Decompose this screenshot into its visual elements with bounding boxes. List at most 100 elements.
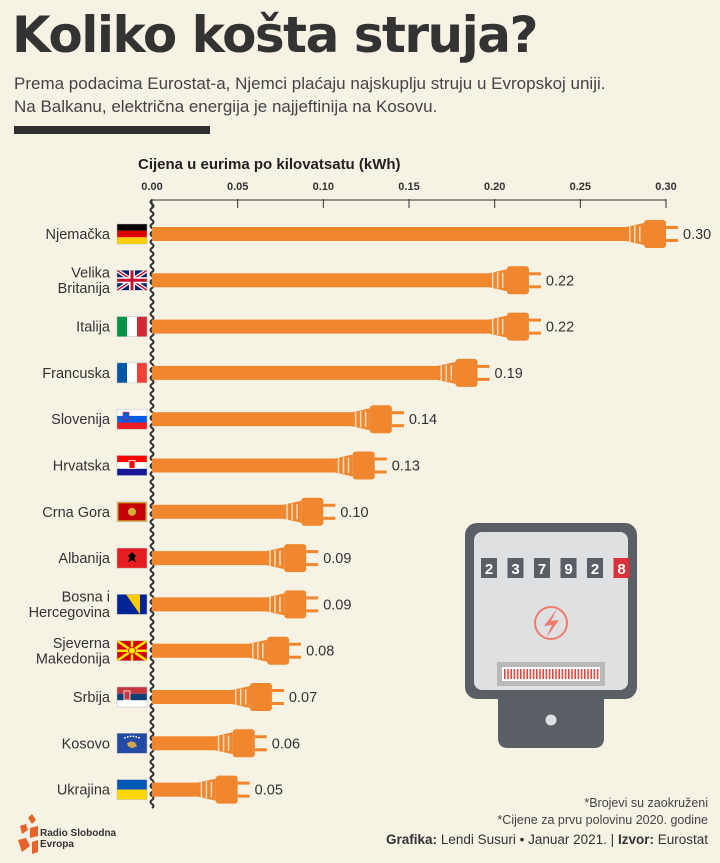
category-label: Crna Gora [42, 505, 111, 521]
meter-digit: 7 [538, 561, 546, 578]
category-label: Velika [71, 266, 111, 282]
x-tick-label: 0.30 [655, 181, 676, 193]
meter-dial-tick [568, 669, 570, 679]
plug-prong [254, 748, 267, 752]
plug-rib [364, 411, 367, 427]
plug-rib [269, 549, 271, 568]
x-tick-label: 0.05 [227, 181, 248, 193]
meter-digit-box [507, 558, 524, 578]
value-label: 0.30 [683, 227, 711, 243]
plug-prong [374, 457, 387, 461]
meter-digit: 8 [617, 561, 625, 578]
meter-digit-box [587, 558, 603, 578]
plug-prong [271, 689, 284, 692]
flag-ukraine [116, 779, 148, 800]
value-label: 0.09 [323, 551, 351, 567]
plug-rib [296, 504, 298, 520]
plug-rib [239, 688, 242, 706]
value-label: 0.13 [392, 459, 420, 475]
value-label: 0.19 [495, 366, 523, 382]
plug-rib [200, 780, 203, 799]
value-label: 0.14 [409, 412, 437, 428]
plug-body [232, 729, 255, 758]
subtitle-line-2: Na Balkanu, električna energija je najje… [14, 97, 438, 116]
flag-france [116, 362, 148, 384]
bar-row: Kosovo 0.06 [62, 729, 300, 758]
plug-prong [306, 563, 319, 567]
category-label: Bosna i [62, 590, 110, 606]
plug-body [267, 636, 290, 665]
bar-row: Slovenija 0.14 [51, 405, 437, 434]
meter-digit: 2 [485, 561, 493, 578]
meter-dial-tick [593, 669, 596, 679]
bar [152, 551, 269, 566]
meter-dial-tick [529, 669, 532, 679]
flag-croatia [116, 455, 148, 476]
bar [152, 365, 440, 380]
plug-prong [306, 550, 319, 554]
bar-row: Njemačka 0.30 [46, 220, 711, 248]
plug-rib [491, 271, 494, 290]
bar [152, 458, 337, 473]
footnote-rounded: *Brojevi su zaokruženi [584, 796, 708, 810]
logo-line-1: Radio Slobodna [40, 828, 117, 839]
rfe-logo-icon [18, 814, 38, 854]
meter-dial-tick [555, 669, 557, 679]
flag-germany [116, 223, 148, 245]
bar-row: Srbija 0.07 [73, 683, 317, 711]
plug-prong [374, 470, 387, 474]
plug-prong [237, 794, 250, 798]
credit-label: Grafika: [386, 832, 438, 847]
meter-dial-tick [536, 669, 538, 679]
credit-line: Grafika: Lendi Susuri • Januar 2021. | I… [386, 832, 708, 847]
value-label: 0.05 [255, 783, 283, 799]
category-label: Hercegovina [29, 605, 111, 621]
logo-text: Radio Slobodna Evropa [40, 828, 116, 850]
bar [152, 412, 354, 427]
x-tick-label: 0.25 [570, 181, 591, 193]
logo-line-2: Evropa [40, 839, 74, 850]
plug-rib [286, 502, 288, 521]
value-label: 0.10 [340, 505, 368, 521]
meter-dial-tick [577, 669, 580, 679]
meter-digit-box [481, 558, 497, 578]
plug-prong [666, 226, 678, 229]
plug-rib [496, 272, 499, 289]
plug-prong [237, 781, 250, 785]
plug-body [506, 312, 529, 341]
flag-montenegro [116, 501, 148, 523]
meter-dial-tick [504, 669, 506, 679]
subtitle: Prema podacima Eurostat-a, Njemci plaćaj… [14, 72, 714, 118]
value-label: 0.06 [272, 736, 300, 752]
footnotes: *Brojevi su zaokruženi *Cijene za prvu p… [497, 795, 708, 829]
plug-prong [271, 702, 284, 705]
meter-dial-tick [545, 669, 548, 679]
plug-body [369, 405, 392, 434]
plug-rib [359, 410, 362, 428]
plug-rib [354, 410, 357, 429]
plug-body [455, 358, 478, 387]
meter-dial-tick [584, 669, 586, 679]
chart-title: Cijena u eurima po kilovatsatu (kWh) [138, 156, 401, 173]
plug-prong [528, 285, 541, 289]
subtitle-line-1: Prema podacima Eurostat-a, Njemci plaćaj… [14, 74, 606, 93]
meter-dial-tick [561, 669, 564, 679]
meter-dial-tick [548, 669, 551, 679]
x-axis: 0.00 0.05 0.10 0.15 0.20 0.25 0.30 [141, 181, 677, 809]
plug-rib [252, 641, 254, 660]
plug-rib [634, 225, 636, 243]
footnote-period: *Cijene za prvu polovinu 2020. godine [497, 813, 708, 827]
meter-screw [545, 714, 557, 726]
category-label: Ukrajina [57, 783, 111, 799]
plug-rib [274, 549, 276, 567]
meter-dial-tick [507, 669, 509, 679]
lightning-circle [534, 606, 568, 640]
bar [152, 597, 269, 612]
plug-prong [477, 364, 490, 368]
plug-rib [269, 595, 271, 614]
plug-rib [496, 318, 499, 335]
plug-rib [639, 226, 641, 242]
plug-prong [254, 735, 267, 739]
plug-prong [666, 239, 678, 242]
